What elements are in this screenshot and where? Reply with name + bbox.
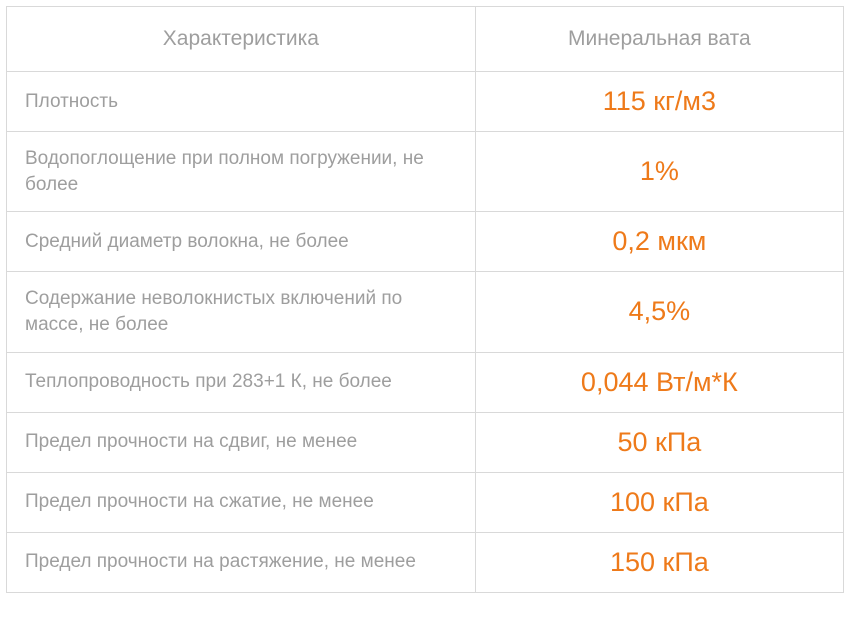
column-header-characteristic: Характеристика <box>7 7 476 72</box>
table-header-row: Характеристика Минеральная вата <box>7 7 844 72</box>
value-cell: 1% <box>475 132 843 212</box>
characteristic-cell: Плотность <box>7 72 476 132</box>
table-row: Средний диаметр волокна, не более 0,2 мк… <box>7 212 844 272</box>
table-row: Предел прочности на растяжение, не менее… <box>7 532 844 592</box>
characteristic-cell: Средний диаметр волокна, не более <box>7 212 476 272</box>
characteristic-cell: Водопоглощение при полном погружении, не… <box>7 132 476 212</box>
value-cell: 0,2 мкм <box>475 212 843 272</box>
characteristic-cell: Теплопроводность при 283+1 К, не более <box>7 352 476 412</box>
value-cell: 50 кПа <box>475 412 843 472</box>
table-header: Характеристика Минеральная вата <box>7 7 844 72</box>
table-row: Теплопроводность при 283+1 К, не более 0… <box>7 352 844 412</box>
value-cell: 115 кг/м3 <box>475 72 843 132</box>
characteristics-table: Характеристика Минеральная вата Плотност… <box>6 6 844 593</box>
value-cell: 0,044 Вт/м*К <box>475 352 843 412</box>
value-cell: 4,5% <box>475 272 843 352</box>
value-cell: 150 кПа <box>475 532 843 592</box>
characteristic-cell: Предел прочности на сдвиг, не менее <box>7 412 476 472</box>
characteristic-cell: Содержание неволокнистых включений по ма… <box>7 272 476 352</box>
characteristic-cell: Предел прочности на растяжение, не менее <box>7 532 476 592</box>
table-row: Предел прочности на сдвиг, не менее 50 к… <box>7 412 844 472</box>
table-row: Содержание неволокнистых включений по ма… <box>7 272 844 352</box>
characteristic-cell: Предел прочности на сжатие, не менее <box>7 472 476 532</box>
table-row: Плотность 115 кг/м3 <box>7 72 844 132</box>
table-body: Плотность 115 кг/м3 Водопоглощение при п… <box>7 72 844 593</box>
value-cell: 100 кПа <box>475 472 843 532</box>
column-header-value: Минеральная вата <box>475 7 843 72</box>
table-row: Предел прочности на сжатие, не менее 100… <box>7 472 844 532</box>
table-row: Водопоглощение при полном погружении, не… <box>7 132 844 212</box>
